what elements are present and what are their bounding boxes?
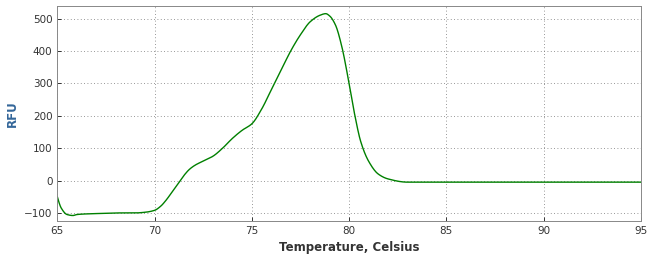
Y-axis label: RFU: RFU (6, 100, 18, 127)
X-axis label: Temperature, Celsius: Temperature, Celsius (279, 242, 419, 255)
